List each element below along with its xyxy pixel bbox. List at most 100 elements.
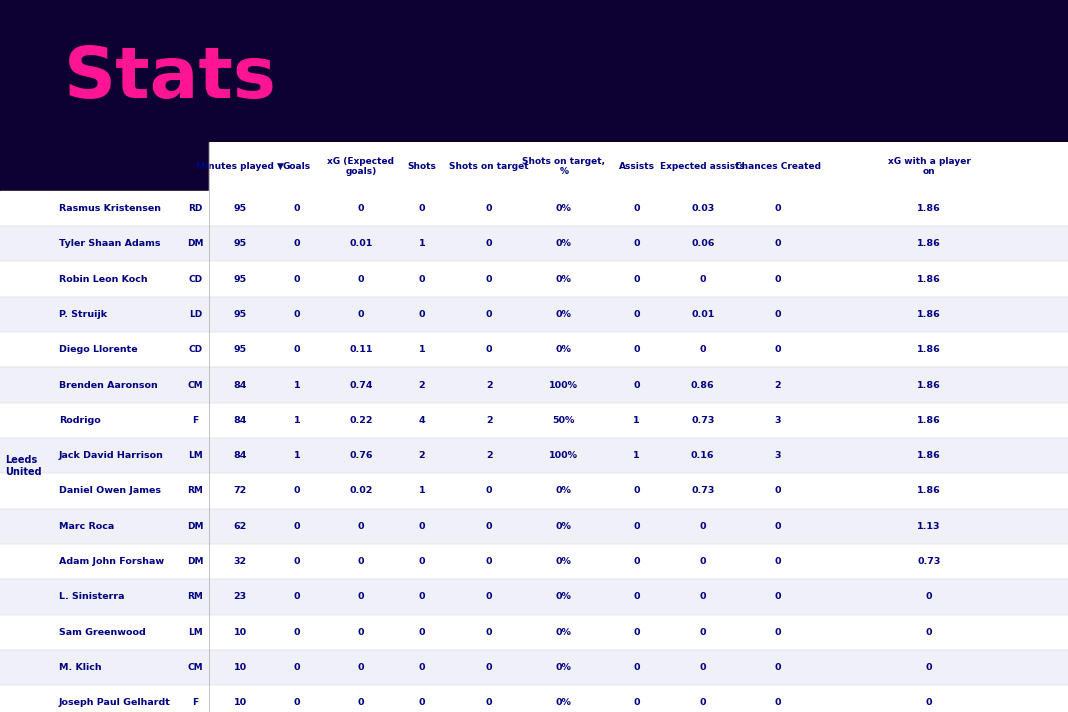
- Text: 3: 3: [774, 416, 781, 425]
- Text: RM: RM: [188, 486, 203, 496]
- Text: 0: 0: [486, 204, 492, 213]
- Text: 0: 0: [633, 239, 640, 248]
- Text: 1.86: 1.86: [917, 416, 941, 425]
- Text: 0.73: 0.73: [691, 416, 714, 425]
- Text: 0: 0: [486, 557, 492, 566]
- Text: 0.22: 0.22: [349, 416, 373, 425]
- Text: 1.86: 1.86: [917, 310, 941, 319]
- Text: LM: LM: [188, 451, 203, 460]
- Text: 95: 95: [234, 204, 247, 213]
- Text: 2: 2: [419, 380, 425, 389]
- Text: 0: 0: [294, 522, 300, 531]
- Text: 0%: 0%: [556, 592, 571, 602]
- Text: 1: 1: [294, 451, 300, 460]
- Text: LD: LD: [189, 310, 202, 319]
- Text: 0: 0: [700, 663, 706, 672]
- Bar: [0, 614, 1068, 650]
- Text: 0: 0: [358, 698, 364, 708]
- Text: 23: 23: [234, 592, 247, 602]
- Bar: [0, 403, 1068, 438]
- Text: 0%: 0%: [556, 698, 571, 708]
- Text: Sam Greenwood: Sam Greenwood: [59, 628, 145, 637]
- Text: 32: 32: [234, 557, 247, 566]
- Text: xG (Expected
goals): xG (Expected goals): [328, 157, 394, 177]
- Text: 0: 0: [633, 275, 640, 283]
- Text: Tyler Shaan Adams: Tyler Shaan Adams: [59, 239, 160, 248]
- Text: 0.16: 0.16: [691, 451, 714, 460]
- Bar: [0, 226, 1068, 261]
- Text: 0: 0: [774, 275, 781, 283]
- Text: 1.86: 1.86: [917, 275, 941, 283]
- Text: 0: 0: [294, 557, 300, 566]
- Text: 0: 0: [700, 522, 706, 531]
- Text: 0: 0: [700, 345, 706, 355]
- Text: 0.86: 0.86: [691, 380, 714, 389]
- Text: 1: 1: [419, 239, 425, 248]
- Text: CM: CM: [188, 663, 203, 672]
- Text: Rasmus Kristensen: Rasmus Kristensen: [59, 204, 161, 213]
- Text: Brenden Aaronson: Brenden Aaronson: [59, 380, 157, 389]
- Text: 0: 0: [926, 698, 932, 708]
- Text: 0: 0: [419, 663, 425, 672]
- Text: 0: 0: [633, 663, 640, 672]
- Text: CD: CD: [188, 275, 203, 283]
- Text: 0: 0: [633, 628, 640, 637]
- Text: M. Klich: M. Klich: [59, 663, 101, 672]
- Text: 0: 0: [419, 592, 425, 602]
- Text: 0.06: 0.06: [691, 239, 714, 248]
- Text: Goals: Goals: [283, 162, 311, 171]
- Text: 0.03: 0.03: [691, 204, 714, 213]
- Text: Assists: Assists: [618, 162, 655, 171]
- Text: 1.86: 1.86: [917, 345, 941, 355]
- Text: 0: 0: [486, 310, 492, 319]
- Text: 0: 0: [486, 698, 492, 708]
- Text: 1.86: 1.86: [917, 239, 941, 248]
- Text: 0: 0: [294, 239, 300, 248]
- Text: 0: 0: [700, 275, 706, 283]
- Text: RD: RD: [188, 204, 203, 213]
- Bar: [0, 191, 1068, 226]
- Text: Daniel Owen James: Daniel Owen James: [59, 486, 161, 496]
- Text: 1.13: 1.13: [917, 522, 941, 531]
- Text: 0: 0: [294, 663, 300, 672]
- Text: 0%: 0%: [556, 204, 571, 213]
- Bar: [0, 297, 1068, 332]
- Bar: [0, 367, 1068, 403]
- Text: 0: 0: [774, 698, 781, 708]
- Text: CD: CD: [188, 345, 203, 355]
- Text: Joseph Paul Gelhardt: Joseph Paul Gelhardt: [59, 698, 171, 708]
- Text: 0: 0: [486, 239, 492, 248]
- Text: Shots on target,
%: Shots on target, %: [522, 157, 606, 177]
- Text: 0: 0: [419, 628, 425, 637]
- Text: 0: 0: [774, 345, 781, 355]
- Text: 0: 0: [358, 663, 364, 672]
- Text: 0%: 0%: [556, 557, 571, 566]
- Text: 3: 3: [774, 451, 781, 460]
- Text: 0: 0: [486, 486, 492, 496]
- Text: 0.11: 0.11: [349, 345, 373, 355]
- Text: 0: 0: [419, 698, 425, 708]
- Text: Adam John Forshaw: Adam John Forshaw: [59, 557, 163, 566]
- Text: F: F: [192, 416, 199, 425]
- Text: 0: 0: [294, 698, 300, 708]
- Text: 0: 0: [633, 345, 640, 355]
- Text: 0.76: 0.76: [349, 451, 373, 460]
- Text: 0%: 0%: [556, 310, 571, 319]
- Text: 0%: 0%: [556, 663, 571, 672]
- Bar: [0, 332, 1068, 367]
- Text: 0: 0: [294, 345, 300, 355]
- Text: 1: 1: [419, 486, 425, 496]
- Text: 100%: 100%: [549, 380, 579, 389]
- Text: 0%: 0%: [556, 275, 571, 283]
- Bar: [0, 580, 1068, 614]
- Text: 0: 0: [294, 275, 300, 283]
- Text: Minutes played ▼: Minutes played ▼: [197, 162, 284, 171]
- Text: 0: 0: [774, 592, 781, 602]
- Text: 1: 1: [294, 380, 300, 389]
- Text: 95: 95: [234, 239, 247, 248]
- Text: 0: 0: [486, 663, 492, 672]
- Text: 4: 4: [419, 416, 425, 425]
- Text: 0.01: 0.01: [349, 239, 373, 248]
- Text: 0: 0: [294, 204, 300, 213]
- Text: 0: 0: [358, 557, 364, 566]
